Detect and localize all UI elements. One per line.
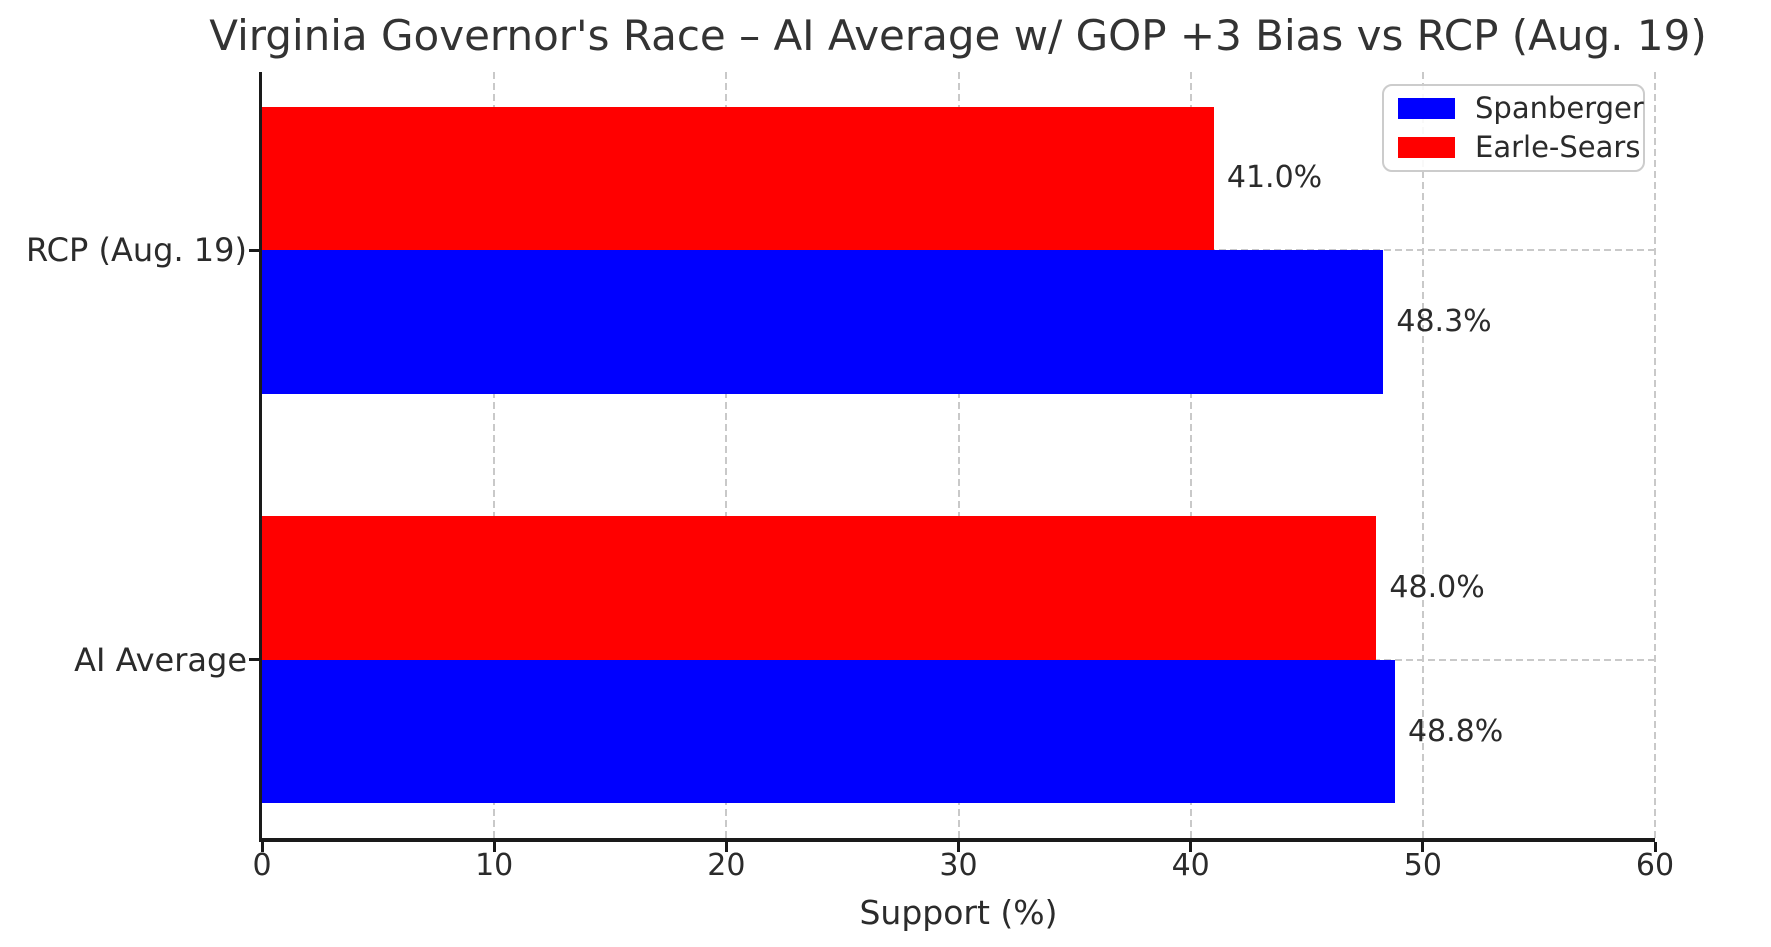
legend-swatch-red <box>1398 137 1455 158</box>
bar-earle-sears <box>262 106 1214 251</box>
bar-value-label: 41.0% <box>1226 160 1323 196</box>
bar-value-label: 48.8% <box>1407 713 1504 749</box>
x-tick-label: 40 <box>1171 848 1210 883</box>
x-tick-label: 50 <box>1403 848 1442 883</box>
x-tick-label: 30 <box>939 848 978 883</box>
y-category-label: AI Average <box>74 640 247 679</box>
x-gridline <box>725 72 728 838</box>
x-tick-mark <box>1421 841 1425 852</box>
x-gridline <box>1421 72 1424 838</box>
chart-title: Virginia Governor's Race – AI Average w/… <box>209 11 1707 60</box>
legend-label: Spanberger <box>1475 91 1644 125</box>
x-tick-mark <box>1189 841 1193 852</box>
legend: Spanberger Earle-Sears <box>1382 84 1645 172</box>
x-tick-label: 0 <box>252 848 272 883</box>
x-tick-mark <box>957 841 960 852</box>
plot-area: 41.0% 48.3% 48.0% 48.8% <box>248 72 1657 852</box>
x-tick-mark <box>1653 841 1657 852</box>
y-axis-spine <box>258 72 262 842</box>
legend-item-spanberger: Spanberger <box>1398 94 1644 123</box>
bar-value-label: 48.3% <box>1396 303 1492 339</box>
x-gridline <box>957 72 960 838</box>
legend-swatch-blue <box>1398 98 1455 119</box>
x-tick-label: 60 <box>1635 848 1675 883</box>
x-gridline <box>493 72 496 838</box>
x-tick-mark <box>492 841 496 852</box>
y-tick-mark <box>248 248 259 252</box>
x-axis-spine <box>258 838 1655 842</box>
legend-item-earle-sears: Earle-Sears <box>1398 133 1640 162</box>
x-tick-label: 20 <box>707 848 746 883</box>
y-category-label: RCP (Aug. 19) <box>26 231 247 270</box>
x-gridline <box>1189 72 1192 838</box>
legend-label: Earle-Sears <box>1475 130 1641 164</box>
bar-value-label: 48.0% <box>1389 570 1485 606</box>
x-tick-label: 10 <box>475 848 514 883</box>
bar-spanberger <box>262 659 1395 804</box>
x-tick-mark <box>260 841 264 852</box>
x-tick-mark <box>724 841 728 852</box>
bar-spanberger <box>262 250 1384 394</box>
x-gridline <box>1654 72 1656 838</box>
x-axis-label: Support (%) <box>859 893 1058 932</box>
y-tick-mark <box>248 658 259 662</box>
bar-earle-sears <box>262 516 1377 660</box>
